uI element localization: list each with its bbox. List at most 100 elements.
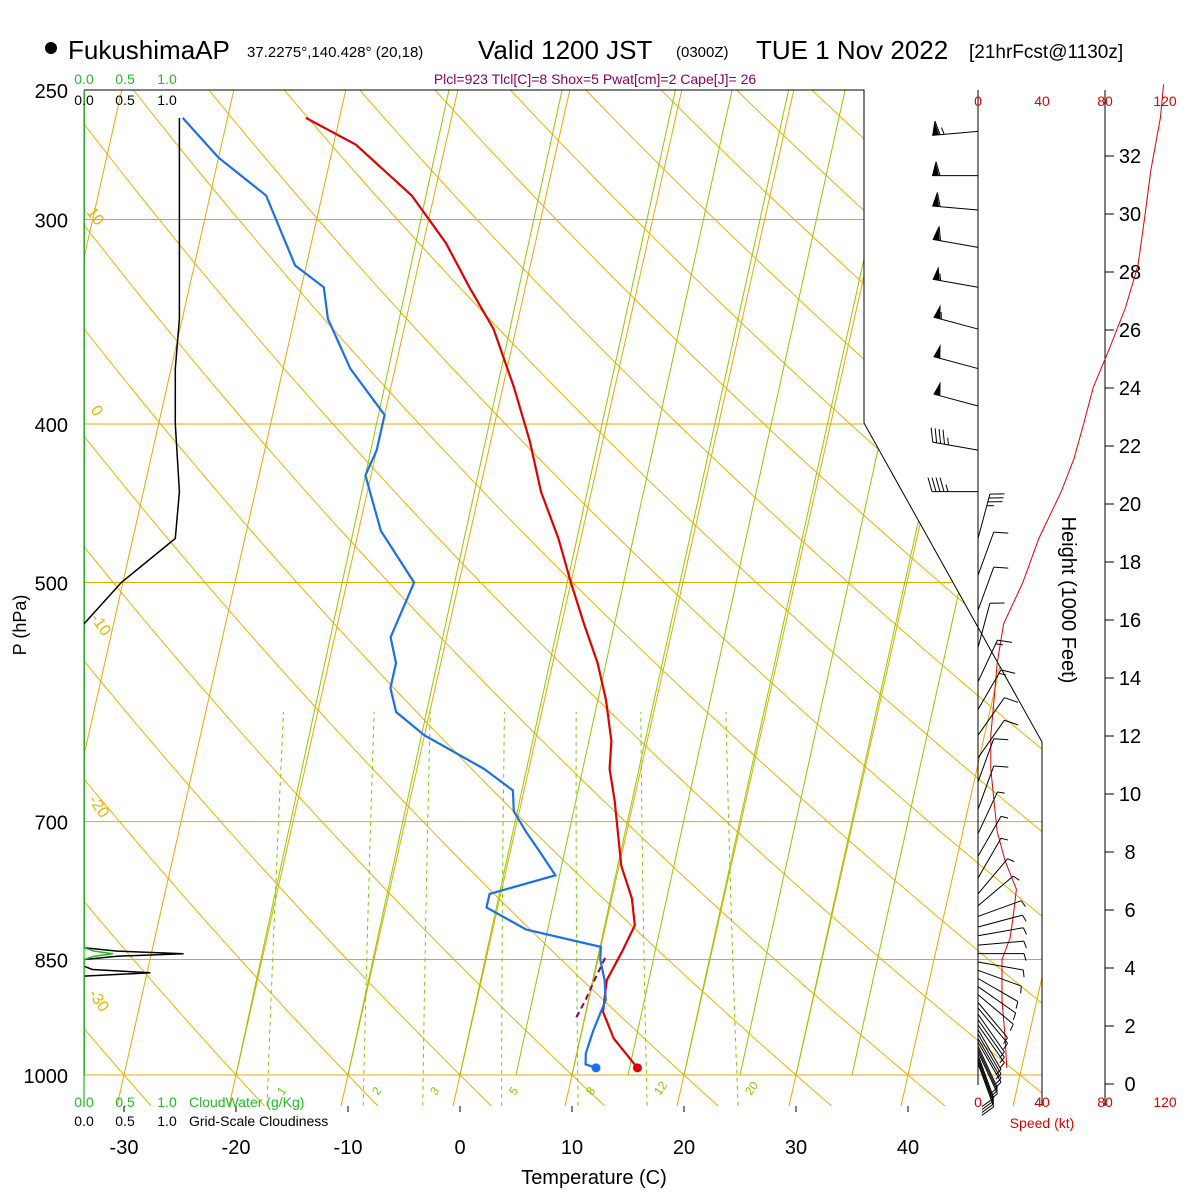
- wind-barb-flag: [933, 344, 941, 359]
- dry-adiabat-label: -10: [87, 611, 114, 640]
- wind-barb-shaft: [977, 858, 1008, 895]
- wind-barb-shaft: [977, 1042, 1002, 1083]
- dry-adiabat-line: [855, 90, 1042, 1106]
- wind-barb: [977, 858, 1015, 895]
- wind-barb-half-feather: [999, 1056, 1005, 1064]
- dry-adiabat-line: [84, 90, 760, 1106]
- wind-barb-shaft: [977, 1013, 1005, 1053]
- moist-adiabat-label: 10: [890, 437, 928, 475]
- isotherm-line: [1004, 90, 1042, 1106]
- wind-barb-shaft: [977, 1045, 998, 1088]
- isotherm-line: [84, 90, 129, 1106]
- wind-barb-shaft: [977, 1051, 998, 1094]
- mixing-ratio-line: [725, 711, 740, 1106]
- mixing-ratio-line: [501, 711, 505, 1106]
- wind-barb-flag: [932, 192, 940, 207]
- wind-barb: [933, 304, 979, 330]
- dry-adiabat-line: [1154, 61, 1200, 1143]
- wind-barb-feather: [936, 192, 941, 207]
- wind-barb: [977, 1048, 998, 1096]
- wind-barb-shaft: [977, 531, 995, 576]
- wind-barb-feather: [1000, 669, 1016, 674]
- dry-adiabat-line: [84, 90, 990, 1106]
- x-tick-label: 40: [897, 1137, 919, 1159]
- cloudiness-scale-top-1: 0.5: [115, 92, 135, 108]
- isotherm-line: [84, 90, 241, 1106]
- temperature-line: [305, 116, 639, 1069]
- speed-scale-top: 80: [1097, 93, 1113, 109]
- wind-barb-feather: [981, 1100, 995, 1110]
- wind-barb: [932, 161, 978, 177]
- speed-scale-bottom: 0: [974, 1094, 982, 1110]
- isotherm-line: [556, 90, 801, 1106]
- wind-barb: [932, 192, 979, 211]
- wind-barb-half-feather: [941, 127, 945, 135]
- wind-barb-half-feather: [947, 437, 949, 445]
- wind-barb-shaft: [977, 697, 1005, 736]
- wind-barb-half-feather: [991, 1093, 998, 1099]
- wind-barb: [977, 961, 1025, 978]
- wind-barb-shaft: [977, 1054, 995, 1099]
- wind-barb-shaft: [977, 914, 1023, 928]
- wind-barb-half-feather: [1009, 1023, 1014, 1032]
- wind-barb: [977, 531, 1009, 576]
- height-tick-label: 10: [1119, 784, 1141, 806]
- cloudwater-scale-top-1: 0.5: [115, 71, 135, 87]
- wind-barb: [932, 226, 979, 248]
- wind-barb: [977, 1051, 998, 1099]
- dry-adiabat-line: [84, 90, 530, 1106]
- height-tick-label: 20: [1119, 494, 1141, 516]
- wind-barb: [977, 719, 1019, 759]
- speed-scale-top: 120: [1153, 93, 1177, 109]
- wind-barb-shaft: [977, 1029, 1002, 1070]
- wind-barb-flag: [932, 266, 940, 281]
- wind-barb: [977, 765, 1009, 810]
- x-tick-label: -30: [110, 1137, 139, 1159]
- wind-barb: [977, 1013, 1005, 1058]
- wind-barb-half-feather: [1007, 858, 1015, 863]
- wind-barb-shaft: [977, 791, 998, 834]
- wind-barb-shaft: [977, 838, 1002, 879]
- isotherm-line: [668, 90, 913, 1106]
- wind-barb-feather: [939, 477, 945, 492]
- wind-barb-shaft: [977, 719, 1005, 759]
- height-tick-label: 32: [1119, 146, 1141, 168]
- utc-time: (0300Z): [676, 44, 729, 61]
- valid-time: Valid 1200 JST: [478, 35, 653, 65]
- station-dot-icon: [45, 42, 57, 54]
- height-tick-label: 26: [1119, 320, 1141, 342]
- height-tick-label: 2: [1124, 1016, 1135, 1038]
- wind-barb-feather: [942, 429, 946, 445]
- cloudwater-scale-top-2: 1.0: [157, 71, 177, 87]
- wind-barb-feather: [1004, 697, 1019, 703]
- x-tick-label: -10: [334, 1137, 363, 1159]
- cloudiness-scale-bottom-0: 0.0: [74, 1113, 94, 1129]
- wind-barb-feather: [981, 1106, 995, 1116]
- wind-barb-feather: [993, 765, 1009, 768]
- wind-barb-half-feather: [998, 672, 1007, 676]
- wind-barb-half-feather: [997, 791, 1005, 794]
- cloudwater-scale-bottom-1: 0.5: [115, 1094, 135, 1110]
- wind-barb: [977, 669, 1016, 710]
- moist-adiabat-label: 30: [1009, 651, 1047, 689]
- valid-date: TUE 1 Nov 2022: [756, 35, 948, 65]
- wind-barb: [977, 1007, 1008, 1050]
- height-tick-label: 8: [1124, 842, 1135, 864]
- moist-adiabat-line: [459, 90, 676, 1076]
- x-tick-label: 0: [454, 1137, 465, 1159]
- cloudiness-scale-bottom-1: 0.5: [115, 1113, 135, 1129]
- wind-barb: [977, 791, 1005, 834]
- wind-barb-half-feather: [1015, 1001, 1019, 1009]
- wind-barb-half-feather: [1020, 900, 1026, 907]
- wind-barb-feather: [934, 428, 938, 443]
- wind-barb: [977, 900, 1026, 917]
- forecast-info: [21hrFcst@1130z]: [969, 42, 1123, 63]
- wind-panel: 0040408080120120024681012141618202224262…: [927, 84, 1177, 1116]
- wind-barb-shaft: [977, 669, 1002, 710]
- y-tick-label: 700: [35, 813, 68, 835]
- wind-barb-feather: [981, 1103, 995, 1113]
- surface-dewpoint-dot: [591, 1063, 601, 1073]
- header: FukushimaAP 37.2275°,140.428° (20,18) Va…: [45, 35, 1123, 87]
- wind-barb: [977, 1060, 995, 1113]
